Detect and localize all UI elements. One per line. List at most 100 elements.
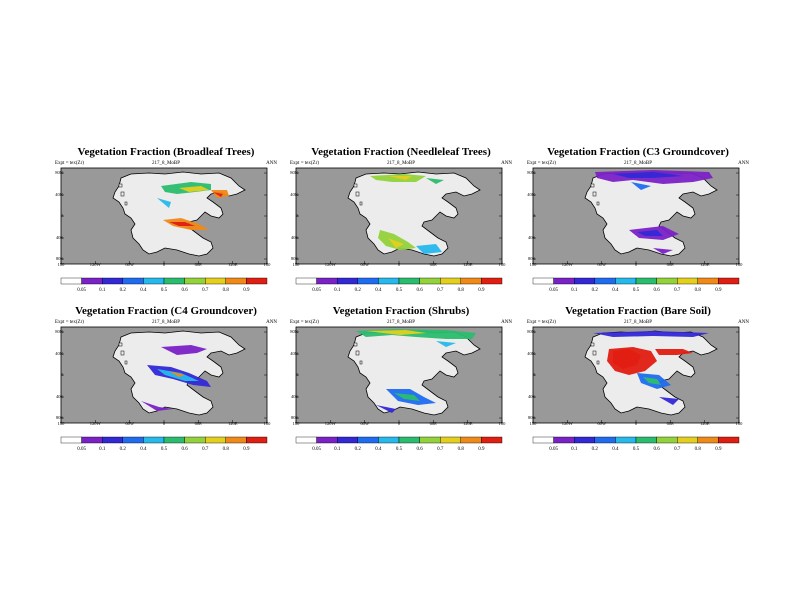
lon-tick-label: 120E: [227, 421, 238, 426]
lon-tick-label: 180: [498, 262, 506, 267]
colorbar-label: 0.6: [181, 288, 188, 293]
colorbar-segment: [337, 277, 359, 285]
colorbar-label: 0.7: [674, 447, 681, 452]
vegetation-fraction-region: [643, 377, 661, 385]
colorbar-label: 0.6: [416, 288, 423, 293]
colorbar-label: 0.4: [140, 288, 147, 293]
colorbar-label: 0.7: [674, 288, 681, 293]
island: [124, 360, 128, 365]
colorbar-label: 0.1: [571, 288, 578, 293]
vegetation-fraction-region: [436, 341, 456, 347]
lon-tick-label: 0: [162, 421, 166, 426]
lat-tick-label: 40S: [55, 394, 63, 399]
colorbar-label: 0.1: [571, 447, 578, 452]
island: [359, 360, 363, 365]
season-label: ANN: [501, 161, 512, 166]
lat-tick-label: 80N: [290, 329, 298, 334]
colorbar-segment: [460, 436, 482, 444]
colorbar-label: 0.05: [312, 447, 321, 452]
run-label: 217_8_MoBP: [623, 161, 653, 166]
lon-tick-label: 60W: [360, 421, 370, 426]
colorbar-segment: [102, 277, 124, 285]
lon-tick-label: 180: [263, 421, 271, 426]
colorbar-label: 0.7: [202, 288, 209, 293]
experiment-label: Expt = tex(Zr): [55, 161, 84, 166]
lat-tick-label: 80N: [290, 170, 298, 175]
lat-tick-label: 40N: [290, 192, 298, 197]
colorbar-label: 0.5: [160, 447, 168, 452]
vegetation-fraction-region: [388, 176, 412, 180]
colorbar-label: 0.9: [715, 288, 722, 293]
lat-tick-label: 40S: [55, 235, 63, 240]
colorbar-segment: [419, 277, 441, 285]
colorbar-label: 0.05: [77, 447, 86, 452]
lon-tick-label: 180: [292, 421, 300, 426]
colorbar-label: 0.05: [549, 447, 558, 452]
season-label: ANN: [738, 320, 749, 325]
lon-tick-label: 120W: [89, 262, 101, 267]
colorbar-label: 0.6: [181, 447, 188, 452]
island: [592, 350, 597, 356]
vegetation-fraction-region: [169, 371, 185, 377]
lat-tick-label: 80S: [290, 415, 298, 420]
lon-tick-label: 120E: [462, 421, 473, 426]
colorbar-segment: [225, 277, 247, 285]
colorbar-label: 0.8: [457, 288, 464, 293]
season-label: ANN: [266, 161, 277, 166]
vegetation-fraction-region: [637, 230, 663, 236]
map-panel-needleleaf-trees: Vegetation Fraction (Needleleaf Trees) Ex…: [290, 146, 512, 316]
colorbar-label: 0.7: [437, 447, 444, 452]
lon-tick-label: 180: [735, 421, 743, 426]
map-plot: [60, 167, 268, 265]
lon-tick-label: 120E: [227, 262, 238, 267]
lon-tick-label: 0: [397, 262, 401, 267]
colorbar-segment: [676, 277, 698, 285]
colorbar-segment: [697, 436, 719, 444]
lon-tick-label: 60W: [360, 262, 370, 267]
lon-tick-label: 120E: [462, 262, 473, 267]
colorbar-segment: [60, 277, 82, 285]
lat-tick-label: 80N: [527, 170, 535, 175]
colorbar-label: 0.8: [222, 447, 229, 452]
colorbar-label: 0.4: [375, 447, 382, 452]
lon-tick-label: 180: [498, 421, 506, 426]
run-label: 217_8_MoBP: [151, 161, 181, 166]
colorbar-label: 0.9: [243, 447, 250, 452]
island: [359, 201, 363, 206]
island: [120, 350, 125, 356]
lat-tick-label: 40N: [527, 192, 535, 197]
lat-tick-label: 80N: [55, 329, 63, 334]
colorbar: [532, 436, 740, 444]
colorbar-label: 0.9: [715, 447, 722, 452]
experiment-label: Expt = tex(Zr): [290, 320, 319, 325]
colorbar-label: 0.8: [457, 447, 464, 452]
colorbar-segment: [143, 436, 165, 444]
vegetation-fraction-region: [157, 198, 171, 208]
vegetation-fraction-region: [426, 178, 444, 184]
island: [353, 183, 358, 188]
colorbar-label: 0.1: [99, 447, 106, 452]
colorbar-segment: [295, 277, 317, 285]
lat-tick-label: 0: [532, 213, 535, 218]
vegetation-fraction-region: [161, 345, 207, 355]
lat-tick-label: 80N: [527, 329, 535, 334]
colorbar-segment: [532, 436, 554, 444]
lon-tick-label: 0: [634, 421, 638, 426]
lat-tick-label: 0: [532, 372, 535, 377]
lon-tick-label: 180: [292, 262, 300, 267]
colorbar: [60, 436, 268, 444]
colorbar-segment: [615, 436, 637, 444]
lat-tick-label: 80S: [55, 415, 63, 420]
colorbar-segment: [553, 436, 575, 444]
lon-tick-label: 120W: [561, 421, 573, 426]
lon-tick-label: 60W: [125, 262, 135, 267]
lat-tick-label: 40S: [527, 394, 535, 399]
colorbar-segment: [102, 436, 124, 444]
map-panel-c4-groundcover: Vegetation Fraction (C4 Groundcover) Expt…: [55, 305, 277, 475]
lat-tick-label: 40N: [527, 351, 535, 356]
colorbar-label: 0.7: [437, 288, 444, 293]
colorbar-label: 0.6: [653, 288, 660, 293]
lon-tick-label: 60E: [429, 421, 437, 426]
lon-tick-label: 60E: [194, 421, 202, 426]
lat-tick-label: 40N: [55, 192, 63, 197]
